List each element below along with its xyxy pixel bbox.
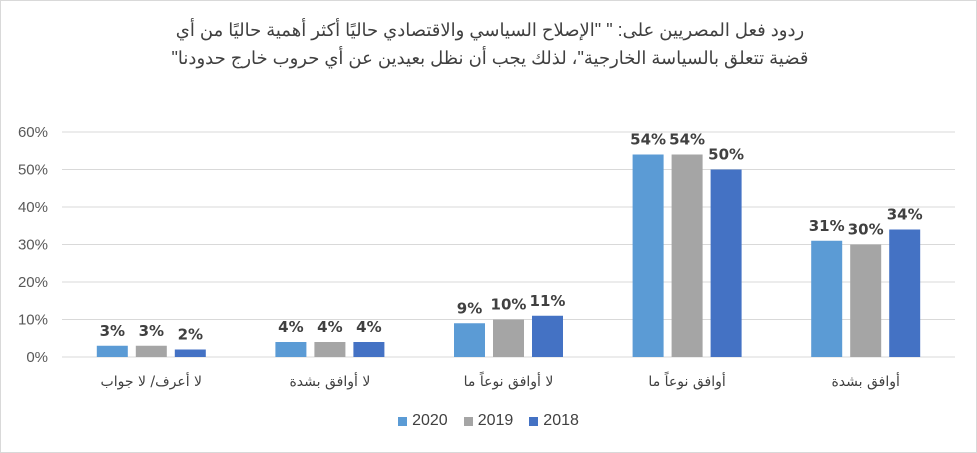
bar-2018 [889,229,921,357]
data-label: 3% [100,322,125,340]
bar-2019 [850,244,882,357]
bar-chart: 0% 10% 20% 30% 40% 50% 60% 3% 3% 2% لا أعرف/ لا جو… [18,124,955,390]
data-label: 50% [708,146,744,164]
legend-item-2020: 2020 [398,412,448,430]
bar-2018 [710,169,742,357]
y-tick-label: 50% [18,162,48,179]
bar-2019 [314,342,346,357]
data-label: 54% [669,131,705,149]
bar-2019 [135,345,167,357]
data-label: 4% [356,318,381,336]
bar-2018 [532,315,563,357]
bar-2020 [811,240,843,357]
data-label: 34% [887,206,923,224]
x-tick-label: لا أوافق بشدة [289,372,370,390]
legend-label: 2019 [477,412,514,429]
legend-swatch [463,416,473,426]
bar-2020 [632,154,664,357]
bar-2018 [174,349,206,357]
y-tick-label: 20% [18,274,48,291]
data-label: 3% [139,322,164,340]
x-tick-label: لا أعرف/ لا جواب [101,372,202,390]
bar-2020 [96,345,128,357]
data-label: 11% [530,292,566,310]
legend-label: 2020 [412,412,448,429]
chart-title-line-2: قضية تتعلق بالسياسة الخارجية"، لذلك يجب … [171,48,809,68]
data-label: 54% [630,131,666,149]
legend-item-2019: 2019 [463,412,514,430]
x-tick-label: لا أوافق نوعاً ما [464,371,554,390]
bar-2018 [353,342,385,357]
data-label: 2% [178,326,203,344]
legend: 2020 2019 2018 [0,412,977,430]
y-tick-label: 10% [18,312,48,329]
y-tick-label: 30% [18,237,48,254]
x-tick-label: أوافق بشدة [831,372,900,390]
legend-swatch [529,416,539,426]
chart-title-line-1: ردود فعل المصريين على: " "الإصلاح السياس… [175,20,805,40]
data-label: 4% [278,318,303,336]
data-label: 9% [457,299,482,317]
bar-2019 [493,319,524,357]
data-label: 10% [491,296,527,314]
legend-item-2018: 2018 [529,412,579,430]
y-tick-label: 40% [18,199,48,216]
bar-2020 [454,323,485,357]
legend-label: 2018 [543,412,579,429]
y-tick-label: 0% [26,349,48,366]
legend-swatch [398,416,408,426]
x-tick-label: أوافق نوعاً ما [648,371,725,390]
bar-2019 [671,154,703,357]
data-label: 31% [809,217,845,235]
data-label: 30% [848,221,884,239]
y-tick-label: 60% [18,124,48,141]
bar-2020 [275,342,307,357]
data-label: 4% [317,318,342,336]
